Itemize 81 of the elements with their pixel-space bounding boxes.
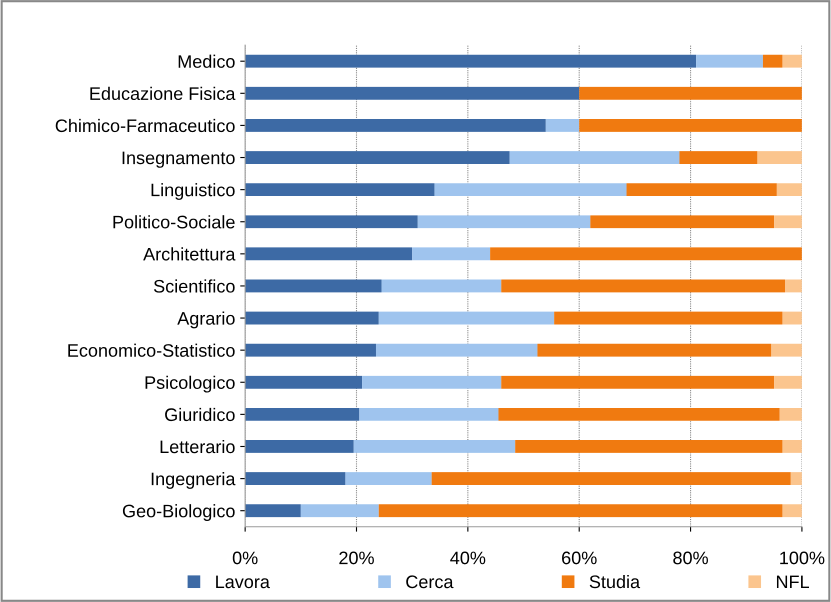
- bar: [790, 472, 802, 486]
- y-tick-label: Geo-Biologico: [122, 504, 235, 521]
- bar: [245, 86, 580, 100]
- bar: [501, 280, 786, 292]
- bar: [762, 54, 782, 68]
- y-tick-label: Giuridico: [165, 408, 235, 422]
- y-tick-label: Politico-Sociale: [113, 215, 235, 228]
- bar: [245, 504, 301, 518]
- bar: [579, 118, 802, 132]
- bar: [432, 472, 791, 486]
- x-tick-label: 80%: [673, 552, 708, 564]
- bar: [498, 408, 780, 421]
- y-tick-label: Educazione Fisica: [90, 86, 236, 100]
- bar: [782, 312, 802, 324]
- bar: [626, 183, 777, 196]
- bar: [776, 183, 802, 196]
- x-tick-label: 60%: [562, 552, 597, 564]
- bar: [345, 472, 432, 486]
- bar: [378, 312, 554, 324]
- y-tick-label: Chimico-Farmaceutico: [56, 118, 235, 132]
- bar: [245, 440, 354, 453]
- y-tick-label: Psicologico: [146, 376, 235, 393]
- y-tick-label: Agrario: [177, 312, 235, 328]
- y-tick-label: Architettura: [143, 247, 236, 261]
- bar: [785, 280, 802, 292]
- x-tick-label: 40%: [450, 552, 486, 564]
- legend-label: NFL: [776, 576, 809, 588]
- bar: [679, 151, 758, 164]
- bar: [245, 151, 510, 164]
- bar: [782, 504, 802, 518]
- bar: [774, 215, 802, 228]
- bar: [757, 151, 802, 164]
- legend-label: Studia: [590, 574, 640, 588]
- bar: [554, 312, 782, 324]
- y-tick-label: Medico: [178, 54, 235, 68]
- bar: [300, 504, 379, 518]
- x-tick-label: 0%: [232, 552, 258, 564]
- bar: [579, 86, 802, 100]
- y-tick-label: Letterario: [160, 440, 235, 454]
- bar: [537, 344, 772, 357]
- bar: [245, 183, 434, 196]
- y-tick-label: Economico-Statistico: [68, 344, 235, 357]
- bar: [245, 408, 360, 421]
- y-tick-label: Scientifico: [154, 279, 235, 293]
- x-tick-label: 100%: [780, 552, 824, 564]
- bar: [490, 247, 802, 260]
- bar: [501, 376, 774, 389]
- bar: [774, 376, 802, 389]
- bar: [245, 247, 412, 260]
- bar: [771, 344, 802, 357]
- bar: [245, 215, 418, 228]
- bar: [245, 312, 379, 324]
- bar: [590, 215, 774, 228]
- bar: [245, 472, 346, 486]
- bar: [418, 215, 590, 228]
- bar: [376, 344, 538, 357]
- bar: [510, 151, 680, 164]
- bar: [354, 440, 516, 453]
- bar: [245, 376, 362, 389]
- bar: [359, 408, 498, 421]
- bar: [245, 344, 376, 357]
- bar: [696, 54, 763, 68]
- legend-label: Lavora: [216, 576, 270, 588]
- bar: [782, 440, 802, 453]
- legend-label: Cerca: [406, 575, 454, 588]
- bar: [515, 440, 782, 453]
- y-tick-label: Linguistico: [152, 183, 235, 200]
- bar: [245, 54, 696, 68]
- bar: [245, 280, 382, 292]
- bar: [362, 376, 502, 389]
- bar: [382, 280, 502, 292]
- bar: [780, 408, 802, 421]
- bar: [782, 54, 802, 68]
- bar: [546, 118, 580, 132]
- x-tick-label: 20%: [339, 552, 374, 564]
- bar: [412, 247, 490, 260]
- bar: [434, 183, 627, 196]
- bar: [245, 118, 546, 132]
- y-tick-label: Ingegneria: [152, 472, 236, 489]
- y-tick-label: Insegnamento: [122, 152, 235, 168]
- bar: [378, 504, 782, 518]
